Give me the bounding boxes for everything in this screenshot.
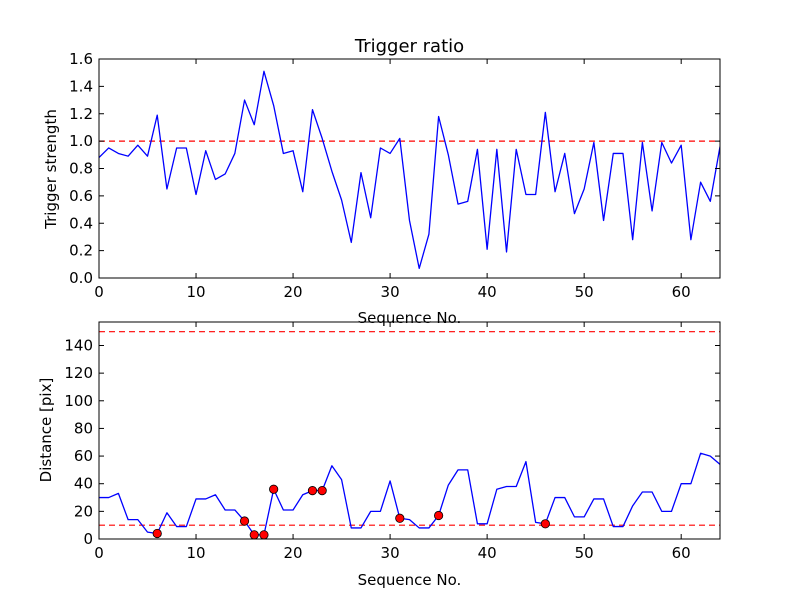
x-axis-label: Sequence No. bbox=[358, 309, 462, 327]
x-tick-label: 30 bbox=[381, 544, 400, 562]
y-tick-label: 120 bbox=[64, 364, 93, 382]
data-point bbox=[540, 519, 550, 529]
axes-frame bbox=[98, 321, 721, 540]
y-tick-label: 0.6 bbox=[69, 187, 93, 205]
plot-area: 0 10 20 30 40 50 60 0 20 40 60 80 100 120 140 bbox=[64, 321, 721, 562]
chart-title: Trigger ratio bbox=[354, 36, 464, 57]
x-axis-label: Sequence No. bbox=[358, 571, 462, 589]
x-tick-label: 40 bbox=[478, 283, 497, 301]
data-point bbox=[249, 530, 259, 540]
y-tick-label: 0 bbox=[83, 530, 93, 548]
y-axis-label: Trigger strength bbox=[42, 109, 60, 230]
y-tick-label: 1.4 bbox=[69, 77, 93, 95]
data-point bbox=[434, 510, 444, 521]
data-point bbox=[307, 486, 318, 496]
x-tick-label: 30 bbox=[381, 283, 400, 301]
trigger-ratio-chart: Trigger ratio Sequence No. Trigger stren… bbox=[42, 36, 721, 327]
x-tick-label: 50 bbox=[575, 283, 594, 301]
y-tick-label: 100 bbox=[64, 392, 93, 410]
x-tick-label: 20 bbox=[284, 544, 303, 562]
y-tick-label: 0.8 bbox=[69, 160, 93, 178]
x-tick-label: 0 bbox=[94, 544, 104, 562]
x-tick-label: 60 bbox=[672, 544, 691, 562]
x-tick-label: 40 bbox=[478, 544, 497, 562]
data-point bbox=[395, 513, 405, 523]
data-point bbox=[152, 528, 162, 539]
y-axis-label: Distance [pix] bbox=[37, 378, 55, 483]
x-tick-label: 0 bbox=[94, 283, 104, 301]
x-tick-label: 60 bbox=[672, 283, 691, 301]
y-tick-label: 40 bbox=[74, 475, 93, 493]
y-tick-label: 1.0 bbox=[69, 132, 93, 150]
series-line bbox=[99, 70, 720, 270]
distance-chart: Sequence No. Distance [pix] 0 10 20 30 40 50 6… bbox=[37, 321, 721, 589]
y-tick-label: 60 bbox=[74, 447, 93, 465]
y-tick-label: 140 bbox=[64, 336, 93, 354]
x-tick-label: 10 bbox=[186, 283, 205, 301]
data-point bbox=[269, 484, 279, 494]
y-tick-label: 1.6 bbox=[69, 50, 93, 68]
plot-area: 0 10 20 30 40 50 60 0.0 0.2 0.4 0.6 0.8 1.0 1.2 1.4 1.6 bbox=[69, 50, 721, 301]
data-point bbox=[239, 516, 250, 526]
y-tick-label: 0.4 bbox=[69, 214, 93, 232]
y-tick-label: 20 bbox=[74, 502, 93, 520]
series-line bbox=[99, 452, 720, 536]
x-tick-label: 10 bbox=[186, 544, 205, 562]
x-tick-label: 50 bbox=[575, 544, 594, 562]
x-tick-label: 20 bbox=[284, 283, 303, 301]
data-point bbox=[259, 530, 269, 540]
y-tick-label: 1.2 bbox=[69, 105, 93, 123]
y-tick-label: 0.2 bbox=[69, 242, 93, 260]
data-point bbox=[317, 486, 327, 496]
y-tick-label: 0.0 bbox=[69, 269, 93, 287]
y-tick-label: 80 bbox=[74, 419, 93, 437]
